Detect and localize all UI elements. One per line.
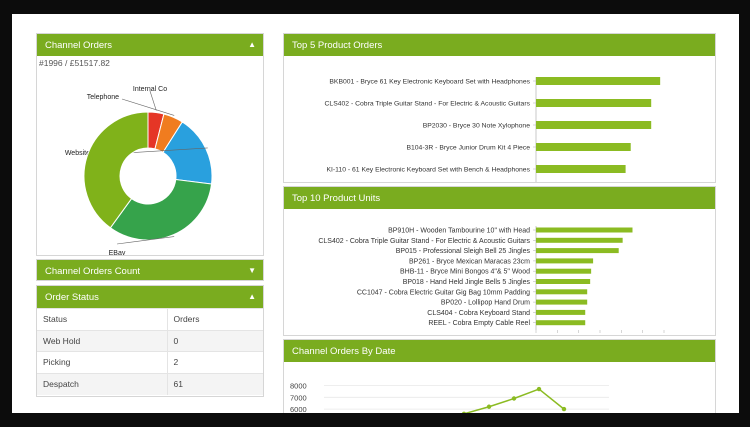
channel-orders-count-header[interactable]: Channel Orders Count ▼ bbox=[37, 260, 263, 280]
status-cell: Web Hold bbox=[37, 329, 168, 352]
bar[interactable] bbox=[536, 279, 591, 284]
donut-label: EBay bbox=[109, 250, 126, 256]
x-tick-label: 60 bbox=[596, 334, 604, 336]
channel-orders-count-title: Channel Orders Count bbox=[45, 265, 141, 277]
bar[interactable] bbox=[536, 320, 586, 326]
expand-icon[interactable]: ▼ bbox=[248, 266, 256, 275]
orders-cell: 2 bbox=[167, 351, 263, 373]
order-status-header[interactable]: Order Status ▲ bbox=[37, 286, 263, 308]
donut-label: Telephone bbox=[87, 94, 119, 101]
data-point[interactable] bbox=[486, 404, 492, 409]
top10-chart: 0 20 40 60 80 100 120 BP910H - Wooden Tambourin… bbox=[318, 226, 671, 336]
collapse-icon[interactable]: ▲ bbox=[248, 40, 256, 49]
top10-title: Top 10 Product Units bbox=[292, 192, 381, 204]
table-row[interactable]: Web Hold 0 bbox=[37, 329, 263, 352]
table-header-row: Status Orders bbox=[37, 308, 263, 330]
channel-orders-header[interactable]: Channel Orders ▲ bbox=[37, 34, 263, 56]
donut-label: Website bbox=[65, 150, 90, 157]
collapse-icon[interactable]: ▲ bbox=[248, 292, 256, 301]
category-label: BP015 - Professional Sleigh Bell 25 Jing… bbox=[396, 248, 531, 255]
status-cell: Despatch bbox=[37, 372, 168, 395]
top10-panel: Top 10 Product Units 0 20 40 60 80 100 120 BP91… bbox=[283, 186, 716, 336]
table-row[interactable]: Picking 2 bbox=[37, 351, 263, 373]
dashboard: Channel Orders ▲ #1996 / £51517.82 Inter… bbox=[12, 14, 739, 413]
bar[interactable] bbox=[536, 237, 623, 243]
data-point[interactable] bbox=[536, 386, 542, 392]
x-tick-label: 80 bbox=[617, 334, 625, 336]
y-tick-label: 8000 bbox=[290, 382, 307, 391]
bar[interactable] bbox=[536, 289, 588, 295]
donut-leader-line bbox=[149, 90, 157, 111]
channel-orders-title: Channel Orders bbox=[45, 39, 113, 51]
channel-orders-panel: Channel Orders ▲ #1996 / £51517.82 Inter… bbox=[36, 33, 264, 256]
category-label: CLS402 - Cobra Triple Guitar Stand - For… bbox=[318, 238, 530, 245]
category-label: REEL - Cobra Empty Cable Reel bbox=[428, 320, 530, 327]
category-label: BP261 - Bryce Mexican Maracas 23cm bbox=[409, 258, 530, 265]
channel-orders-count-panel: Channel Orders Count ▼ bbox=[36, 259, 264, 281]
category-label: BP2030 - Bryce 30 Note Xylophone bbox=[423, 123, 531, 130]
status-cell: Picking bbox=[37, 351, 168, 373]
x-tick-label: 120 bbox=[658, 334, 671, 336]
orders-cell: 0 bbox=[167, 329, 263, 352]
bar[interactable] bbox=[536, 309, 586, 315]
top5-panel: Top 5 Product Orders 0200400600800100012… bbox=[283, 33, 716, 183]
table-row[interactable]: Despatch 61 bbox=[37, 372, 263, 395]
category-label: BP018 - Hand Held Jingle Bells 5 Jingles bbox=[403, 279, 531, 286]
order-status-table: Status Orders Web Hold 0 Picking 2 Despa… bbox=[37, 308, 263, 395]
top5-chart: 0200400600800100012001400160018002000BKB… bbox=[325, 77, 661, 182]
channel-orders-donut: Internal Co Telephone Website EBay bbox=[65, 86, 213, 256]
column-header-status: Status bbox=[37, 308, 168, 330]
category-label: KI-110 - 61 Key Electronic Keyboard Set … bbox=[326, 167, 530, 174]
order-status-panel: Order Status ▲ Status Orders Web Hold 0 … bbox=[36, 285, 264, 397]
bar[interactable] bbox=[536, 165, 626, 173]
by-date-panel: Channel Orders By Date 8000 7000 6000 bbox=[283, 339, 716, 413]
channel-orders-summary: #1996 / £51517.82 bbox=[39, 58, 110, 68]
bar[interactable] bbox=[536, 268, 592, 274]
category-label: BHB-11 - Bryce Mini Bongos 4"& 5" Wood bbox=[400, 269, 530, 276]
bar[interactable] bbox=[536, 99, 652, 107]
y-tick-label: 7000 bbox=[290, 393, 307, 402]
category-label: B104-3R - Bryce Junior Drum Kit 4 Piece bbox=[406, 145, 530, 152]
bar[interactable] bbox=[536, 258, 594, 264]
by-date-chart: 8000 7000 6000 bbox=[290, 382, 609, 413]
bar[interactable] bbox=[536, 121, 652, 129]
category-label: BP910H - Wooden Tambourine 10" with Head bbox=[388, 228, 530, 235]
top10-header[interactable]: Top 10 Product Units bbox=[284, 187, 715, 209]
x-tick-label: 100 bbox=[636, 334, 649, 336]
data-point[interactable] bbox=[461, 411, 467, 413]
orders-cell: 61 bbox=[167, 372, 263, 395]
bar[interactable] bbox=[536, 299, 588, 305]
x-tick-label: 20 bbox=[553, 334, 561, 336]
donut-label: Internal Co bbox=[133, 86, 167, 93]
x-tick-label: 0 bbox=[534, 334, 538, 336]
bar[interactable] bbox=[536, 227, 633, 233]
by-date-title: Channel Orders By Date bbox=[292, 345, 396, 357]
donut-slice[interactable] bbox=[83, 111, 149, 229]
donut-slice[interactable] bbox=[109, 178, 213, 241]
column-header-orders: Orders bbox=[167, 308, 263, 330]
bar[interactable] bbox=[536, 143, 631, 151]
donut-leader-line bbox=[121, 98, 175, 116]
bar[interactable] bbox=[536, 248, 619, 254]
category-label: CLS404 - Cobra Keyboard Stand bbox=[427, 310, 530, 317]
category-label: BP020 - Lollipop Hand Drum bbox=[441, 300, 530, 307]
order-status-title: Order Status bbox=[45, 291, 99, 303]
top5-title: Top 5 Product Orders bbox=[292, 39, 383, 51]
category-label: BKB001 - Bryce 61 Key Electronic Keyboar… bbox=[329, 79, 530, 86]
by-date-header[interactable]: Channel Orders By Date bbox=[284, 340, 715, 362]
category-label: CC1047 - Cobra Electric Guitar Gig Bag 1… bbox=[357, 289, 530, 296]
y-tick-label: 6000 bbox=[290, 405, 307, 413]
top5-header[interactable]: Top 5 Product Orders bbox=[284, 34, 715, 56]
x-tick-label: 40 bbox=[574, 334, 582, 336]
data-point[interactable] bbox=[511, 396, 517, 401]
donut-leader-line bbox=[116, 236, 175, 245]
bar[interactable] bbox=[536, 77, 661, 85]
data-point[interactable] bbox=[561, 406, 567, 412]
category-label: CLS402 - Cobra Triple Guitar Stand - For… bbox=[325, 101, 531, 108]
